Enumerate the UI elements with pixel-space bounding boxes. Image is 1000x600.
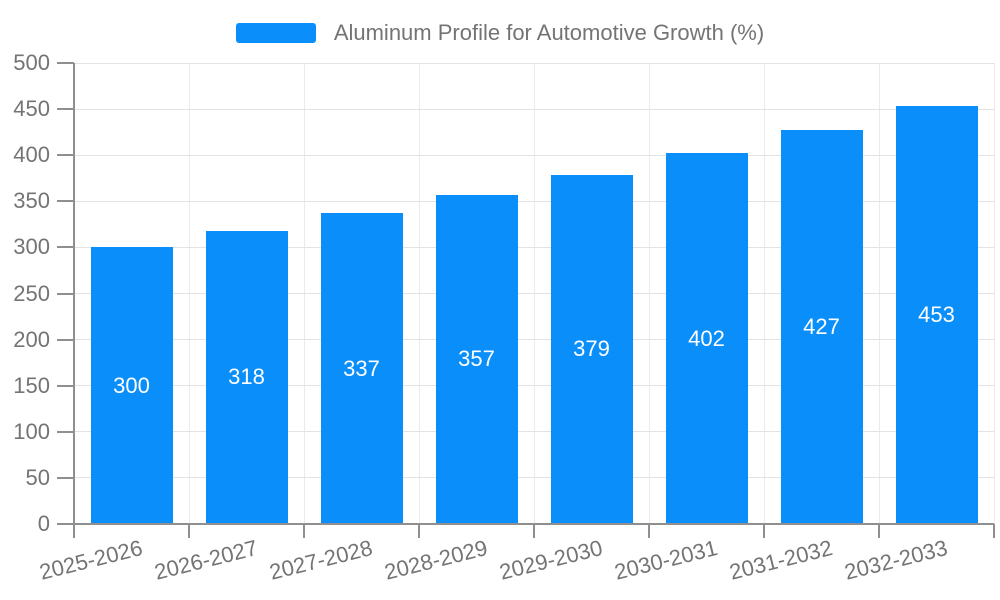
gridline-horizontal [74,339,994,341]
y-axis-tick-label: 200 [13,326,50,352]
y-axis-tick-label: 50 [25,464,50,490]
gridline-horizontal [74,385,994,387]
x-axis-category-label: 2025-2026 [37,535,146,585]
x-axis-category-label: 2028-2029 [382,535,491,585]
y-axis-line [73,63,75,538]
bar [780,130,863,524]
y-axis-tick-label: 500 [13,50,50,75]
gridline-horizontal [74,108,994,110]
y-axis-tick [57,200,74,203]
gridline-horizontal [74,154,994,156]
bar [895,106,978,524]
y-axis-tick [57,476,74,479]
bar-value-label: 379 [573,336,610,362]
y-axis-tick-label: 100 [13,418,50,444]
gridline-horizontal [74,477,994,479]
x-axis-tick [418,524,420,538]
y-axis-tick [57,154,74,157]
y-axis-tick [57,338,74,341]
y-axis-tick [57,292,74,295]
bar-value-label: 453 [918,302,955,328]
y-axis-tick [57,246,74,249]
x-axis-category-label: 2029-2030 [497,535,606,585]
bar-value-label: 337 [343,355,380,381]
bar-value-label: 402 [688,325,725,351]
legend: Aluminum Profile for Automotive Growth (… [0,20,1000,45]
bar-value-label: 357 [458,346,495,372]
bar-value-label: 427 [803,314,840,340]
y-axis-tick-label: 300 [13,234,50,260]
x-axis-tick [993,524,995,538]
y-axis-tick [57,62,74,64]
bar-value-label: 318 [228,364,265,390]
x-axis-category-label: 2030-2031 [612,535,721,585]
x-axis-category-label: 2026-2027 [152,535,261,585]
x-axis-tick [648,524,650,538]
x-axis-line [57,523,994,525]
x-axis-tick [533,524,535,538]
bar [550,174,633,524]
y-axis-tick-label: 0 [37,511,50,536]
y-axis-tick [57,384,74,387]
y-axis-tick [57,108,74,111]
y-axis-tick-label: 250 [13,280,50,306]
bar [665,153,748,524]
x-axis-tick [188,524,190,538]
gridline-horizontal [74,246,994,248]
x-axis-tick [303,524,305,538]
bar [320,213,403,524]
y-axis-tick-label: 350 [13,188,50,214]
y-axis-tick-label: 150 [13,372,50,398]
x-axis-category-label: 2032-2033 [842,535,951,585]
gridline-horizontal [74,200,994,202]
bar [205,230,288,524]
x-axis-category-label: 2031-2032 [727,535,836,585]
gridline-horizontal [74,431,994,433]
legend-label: Aluminum Profile for Automotive Growth (… [333,20,765,45]
x-axis-tick [763,524,765,538]
y-axis-tick-label: 450 [13,96,50,122]
y-axis-tick-label: 400 [13,142,50,168]
gridline-vertical [993,63,995,524]
x-axis-tick [878,524,880,538]
x-axis-category-label: 2027-2028 [267,535,376,585]
bar-value-label: 300 [113,372,150,398]
gridline-horizontal [74,62,994,64]
legend-swatch [235,23,316,43]
bar [435,194,518,524]
y-axis-tick [57,430,74,433]
gridline-horizontal [74,293,994,294]
bar [90,247,173,524]
